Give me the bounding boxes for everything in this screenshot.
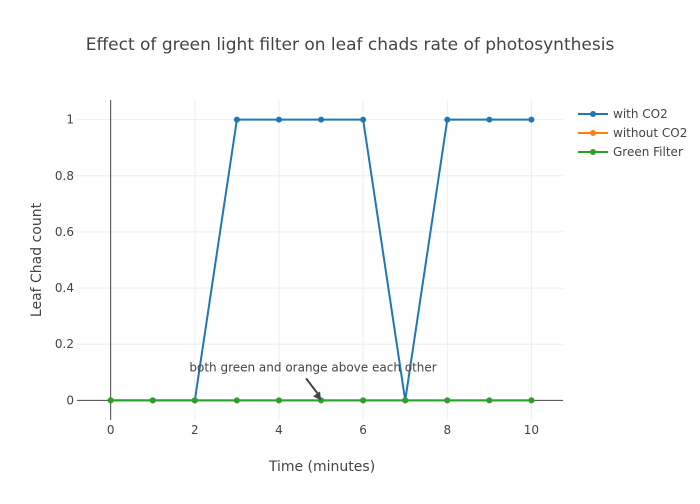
data-point	[528, 397, 535, 404]
y-axis-title: Leaf Chad count	[29, 202, 45, 317]
data-point	[402, 397, 409, 404]
data-point	[191, 397, 198, 404]
legend-label: with CO2	[613, 107, 668, 121]
y-tick-label: 0.6	[55, 225, 74, 239]
data-point	[233, 397, 240, 404]
x-tick-label: 4	[275, 423, 283, 437]
legend-marker	[590, 149, 596, 155]
x-tick-label: 10	[524, 423, 539, 437]
data-point	[107, 397, 114, 404]
legend-label: without CO2	[613, 126, 687, 140]
data-point	[528, 116, 535, 123]
y-tick-label: 0.4	[55, 281, 74, 295]
x-tick-label: 0	[107, 423, 115, 437]
y-tick-label: 0.8	[55, 169, 74, 183]
annotations: both green and orange above each other	[189, 360, 437, 401]
data-point	[444, 116, 451, 123]
y-tick-label: 0.2	[55, 337, 74, 351]
data-point	[149, 397, 156, 404]
annotation-arrow	[305, 377, 320, 396]
annotation-text: both green and orange above each other	[189, 360, 436, 374]
x-tick-label: 8	[443, 423, 451, 437]
legend[interactable]: with CO2 without CO2 Green Filter	[578, 107, 687, 159]
x-tick-label: 2	[191, 423, 199, 437]
legend-item-0[interactable]: with CO2	[578, 107, 668, 121]
legend-marker	[590, 111, 596, 117]
data-point	[444, 397, 451, 404]
series-2	[107, 397, 535, 404]
legend-item-1[interactable]: without CO2	[578, 126, 687, 140]
legend-marker	[590, 130, 596, 136]
y-tick-label: 1	[66, 113, 74, 127]
data-point	[486, 397, 493, 404]
x-tick-label: 6	[359, 423, 367, 437]
data-point	[318, 116, 325, 123]
chart-title: Effect of green light filter on leaf cha…	[86, 35, 615, 55]
data-point	[360, 116, 367, 123]
y-tick-label: 0	[66, 393, 74, 407]
data-point	[486, 116, 493, 123]
annotation-arrowhead	[313, 391, 322, 401]
legend-label: Green Filter	[613, 145, 683, 159]
data-point	[275, 116, 282, 123]
data-point	[233, 116, 240, 123]
data-point	[275, 397, 282, 404]
legend-item-2[interactable]: Green Filter	[578, 145, 683, 159]
x-axis-title: Time (minutes)	[268, 459, 375, 475]
series-lines	[107, 116, 535, 404]
data-point	[360, 397, 367, 404]
